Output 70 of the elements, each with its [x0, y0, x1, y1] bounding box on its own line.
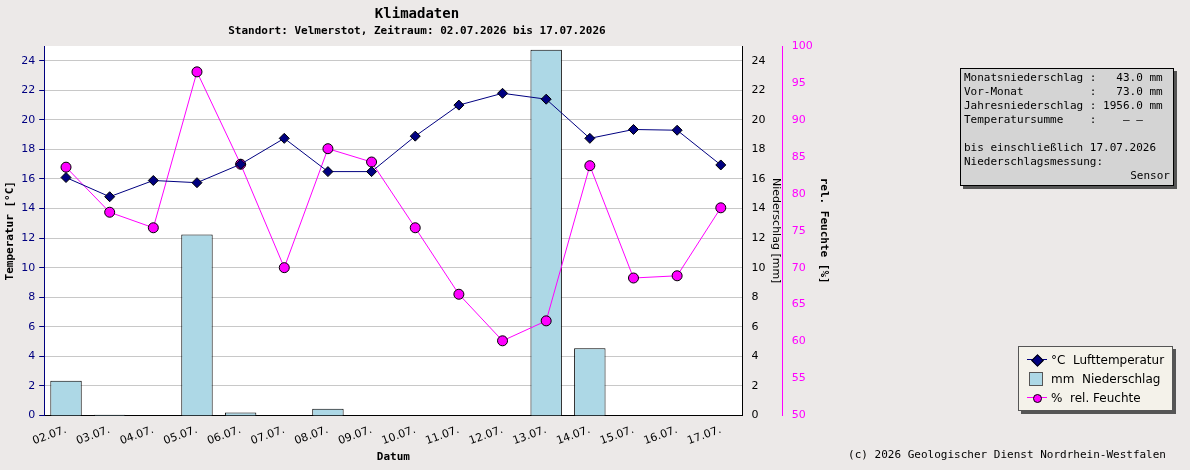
chart-title: Klimadaten: [374, 5, 460, 22]
y2-tick-label: 8: [751, 290, 759, 304]
y2-tick-label: 12: [751, 230, 766, 244]
y-tick-label: 16: [21, 171, 36, 185]
text: Jahresniederschlag : 1956.0 mm: [964, 99, 1164, 113]
text: Vor-Monat : 73.0 mm: [964, 85, 1164, 99]
y3-tick-label: 75: [791, 223, 806, 237]
y2-tick-label: 22: [751, 83, 766, 97]
x-tick-label: 17.07.: [685, 422, 723, 448]
y-axis-title: Temperatur [°C]: [3, 181, 17, 281]
x-tick-label: 14.07.: [554, 422, 592, 448]
y-tick-label: 24: [21, 53, 36, 67]
chart-subtitle: Standort: Velmerstot, Zeitraum: 02.07.2026 bis 17.07.2026: [228, 24, 607, 38]
x-tick-label: 13.07.: [510, 422, 549, 448]
x-tick-label: 08.07.: [292, 422, 330, 448]
text: Niederschlagsmessung:: [964, 155, 1105, 169]
x-tick-label: 09.07.: [336, 422, 374, 448]
x-tick-label: 06.07.: [205, 422, 243, 448]
x-tick-label: 04.07.: [117, 422, 156, 448]
y3-tick-label: 70: [791, 260, 806, 274]
y-tick-label: 18: [21, 142, 36, 156]
y2-axis-title: Niederschlag [mm]: [770, 178, 784, 284]
y-tick-label: 22: [21, 83, 36, 97]
y3-tick-label: 60: [791, 334, 806, 348]
x-tick-label: 05.07.: [161, 422, 199, 448]
y3-axis-title: rel. Feuchte [%]: [817, 177, 831, 284]
y-tick-label: 2: [28, 378, 36, 392]
y2-tick-label: 24: [751, 53, 766, 67]
x-tick-label: 10.07.: [379, 422, 418, 448]
x-tick-label: 11.07.: [423, 422, 461, 448]
text: bis einschließlich 17.07.2026: [964, 141, 1158, 155]
y-tick-label: 20: [21, 112, 36, 126]
y2-tick-label: 0: [751, 408, 759, 422]
y3-tick-label: 85: [791, 149, 806, 163]
y-tick-label: 10: [21, 260, 36, 274]
y2-tick-label: 20: [751, 112, 766, 126]
y3-tick-label: 100: [791, 38, 813, 52]
y3-tick-label: 55: [791, 371, 806, 385]
text: (c) 2026 Geologischer Dienst Nordrhein-Westfalen: [848, 448, 1166, 461]
y3-tick-label: 90: [791, 112, 806, 126]
x-tick-label: 03.07.: [74, 422, 112, 448]
x-tick-label: 15.07.: [598, 422, 636, 448]
y2-tick-label: 4: [751, 349, 759, 363]
y2-tick-label: 14: [751, 201, 766, 215]
text: Temperatursumme : – –: [964, 113, 1144, 127]
y-tick-label: 14: [21, 201, 36, 215]
y-tick-label: 12: [21, 230, 36, 244]
x-axis-title: Datum: [376, 450, 411, 464]
y2-tick-label: 16: [751, 171, 766, 185]
y2-tick-label: 6: [751, 319, 759, 333]
y-tick-label: 0: [28, 408, 36, 422]
legend-label: °C Lufttemperatur: [1051, 352, 1165, 367]
legend-label: mm Niederschlag: [1051, 371, 1161, 386]
x-tick-label: 07.07.: [248, 422, 287, 448]
y3-tick-label: 50: [791, 408, 806, 422]
y-tick-label: 4: [28, 349, 36, 363]
x-tick-label: 16.07.: [641, 422, 680, 448]
y2-tick-label: 10: [751, 260, 766, 274]
y3-tick-label: 95: [791, 75, 806, 89]
y-tick-label: 8: [28, 290, 36, 304]
y3-tick-label: 65: [791, 297, 806, 311]
x-tick-label: 02.07.: [30, 422, 69, 448]
y3-tick-label: 80: [791, 186, 806, 200]
legend-label: % rel. Feuchte: [1051, 390, 1141, 405]
y2-tick-label: 2: [751, 378, 759, 392]
y-tick-label: 6: [28, 319, 36, 333]
text: Sensor: [1129, 169, 1170, 183]
x-tick-label: 12.07.: [467, 422, 505, 448]
y2-tick-label: 18: [751, 142, 766, 156]
text: Monatsniederschlag : 43.0 mm: [964, 71, 1164, 85]
